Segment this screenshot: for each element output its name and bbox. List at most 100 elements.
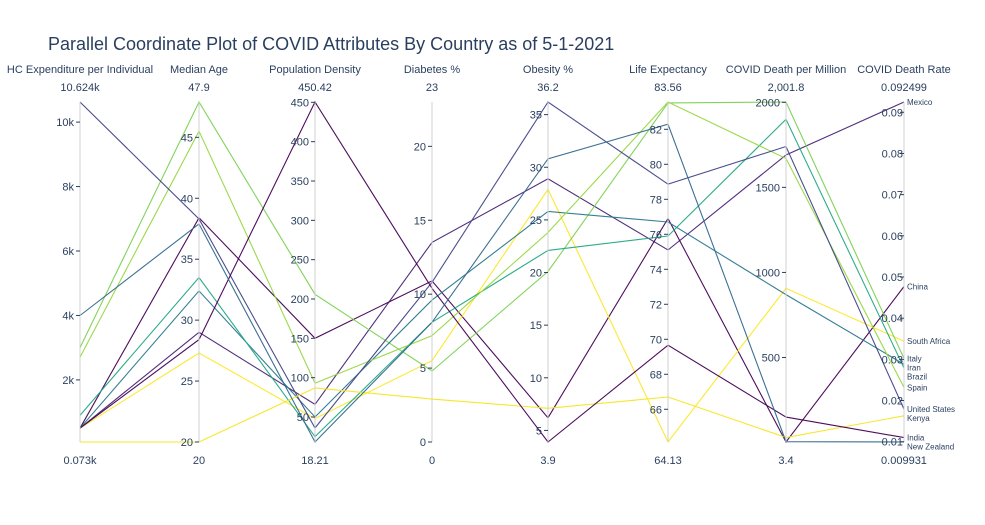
axis-range-max: 47.9 (188, 82, 209, 94)
tick-label: 6k (62, 246, 74, 258)
series-lines (79, 100, 905, 444)
axis-range-max: 10.624k (60, 82, 100, 94)
tick-label: 10k (56, 117, 74, 129)
tick-label: 15 (530, 320, 542, 332)
tick-label: 35 (530, 110, 542, 122)
axis-range-max: 0.092499 (881, 82, 927, 94)
tick-label: 25 (530, 215, 542, 227)
country-label-china: China (907, 282, 928, 291)
axis-range-min: 0.073k (63, 455, 97, 467)
tick-label: 0.05 (882, 272, 903, 284)
tick-label: 0.09 (882, 107, 903, 119)
axis-title: Obesity % (523, 64, 573, 76)
tick-label: 4k (62, 310, 74, 322)
tick-label: 0.07 (882, 190, 903, 202)
axis-range-min: 3.9 (540, 455, 555, 467)
axis-title: COVID Death per Million (726, 64, 846, 76)
tick-label: 76 (650, 229, 662, 241)
tick-label: 66 (650, 404, 662, 416)
tick-label: 30 (181, 315, 193, 327)
tick-label: 20 (414, 141, 426, 153)
axis-title: Life Expectancy (629, 64, 707, 76)
country-label-brazil: Brazil (907, 373, 927, 382)
series-line-mexico (79, 101, 905, 429)
tick-label: 20 (181, 437, 193, 449)
axis-deathpm: COVID Death per Million 2,001.8 3.4 500 1000… (726, 64, 846, 467)
country-label-spain: Spain (907, 383, 927, 392)
axis-range-min: 3.4 (778, 455, 793, 467)
tick-label: 2000 (756, 97, 780, 109)
tick-label: 72 (650, 299, 662, 311)
series-line-kenya (80, 387, 905, 443)
tick-label: 5 (536, 425, 542, 437)
tick-label: 250 (291, 255, 309, 267)
country-label-kenya: Kenya (907, 414, 930, 423)
axis-title: HC Expenditure per Individual (7, 64, 153, 76)
axis-deathrate: COVID Death Rate 0.092499 0.009931 0.01 0.02… (857, 64, 951, 467)
tick-label: 1000 (756, 267, 780, 279)
tick-label: 70 (650, 334, 662, 346)
tick-label: 20 (530, 268, 542, 280)
axis-title: Population Density (269, 64, 361, 76)
tick-label: 78 (650, 194, 662, 206)
tick-label: 1500 (756, 182, 780, 194)
tick-label: 25 (181, 376, 193, 388)
axis-title: Diabetes % (404, 64, 460, 76)
axis-range-max: 450.42 (298, 82, 332, 94)
axis-title: Median Age (170, 64, 228, 76)
country-label-iran: Iran (907, 364, 921, 373)
series-line-new-zealand (79, 123, 905, 443)
country-labels: Mexico China South Africa ItalyIranBrazilSp… (907, 98, 955, 452)
tick-label: 50 (297, 412, 309, 424)
tick-label: 0.01 (882, 437, 903, 449)
tick-label: 0.04 (882, 313, 903, 325)
country-label-mexico: Mexico (907, 98, 933, 107)
axes: HC Expenditure per Individual 10.624k 0.07… (7, 64, 951, 467)
axis-range-min: 0.009931 (881, 455, 927, 467)
axis-range-min: 0 (429, 455, 435, 467)
tick-label: 10 (530, 373, 542, 385)
axis-range-max: 36.2 (537, 82, 558, 94)
country-label-south-africa: South Africa (907, 337, 951, 346)
axis-range-max: 23 (426, 82, 438, 94)
axis-range-max: 2,001.8 (768, 82, 805, 94)
chart-title: Parallel Coordinate Plot of COVID Attrib… (48, 34, 614, 54)
tick-label: 45 (181, 132, 193, 144)
tick-label: 74 (650, 264, 662, 276)
tick-label: 150 (291, 333, 309, 345)
tick-label: 5 (420, 363, 426, 375)
tick-label: 35 (181, 254, 193, 266)
axis-obesity: Obesity % 36.2 3.9 5 10 15 20 25 30 35 (523, 64, 573, 467)
tick-label: 15 (414, 215, 426, 227)
tick-label: 10 (414, 289, 426, 301)
series-line-united-states (79, 101, 905, 429)
country-label-united-states: United States (907, 405, 955, 414)
country-label-italy: Italy (907, 355, 922, 364)
tick-label: 0.08 (882, 148, 903, 160)
tick-label: 68 (650, 369, 662, 381)
series-line-india (79, 100, 905, 443)
series-line-italy (79, 100, 905, 372)
tick-label: 82 (650, 124, 662, 136)
tick-label: 80 (650, 159, 662, 171)
axis-density: Population Density 450.42 18.21 50 100 150 200… (269, 64, 361, 467)
tick-label: 2k (62, 375, 74, 387)
tick-label: 300 (291, 215, 309, 227)
tick-label: 0.03 (882, 354, 903, 366)
series-line-spain (79, 101, 905, 388)
tick-label: 400 (291, 137, 309, 149)
axis-range-min: 20 (193, 455, 205, 467)
country-label-india: India (907, 434, 925, 443)
tick-label: 40 (181, 193, 193, 205)
country-label-new-zealand: New Zealand (907, 443, 954, 452)
axis-diabetes: Diabetes % 23 00 5 10 15 20 (404, 64, 460, 467)
tick-label: 0.06 (882, 231, 903, 243)
axis-life: Life Expectancy 83.56 64.13 66 68 70 72 74 76 78 8… (629, 64, 707, 467)
series-line-south-africa (79, 188, 905, 444)
series-line-iran (79, 210, 905, 429)
axis-hc: HC Expenditure per Individual 10.624k 0.07… (7, 64, 153, 467)
tick-label: 8k (62, 182, 74, 194)
tick-label: 0.02 (882, 396, 903, 408)
